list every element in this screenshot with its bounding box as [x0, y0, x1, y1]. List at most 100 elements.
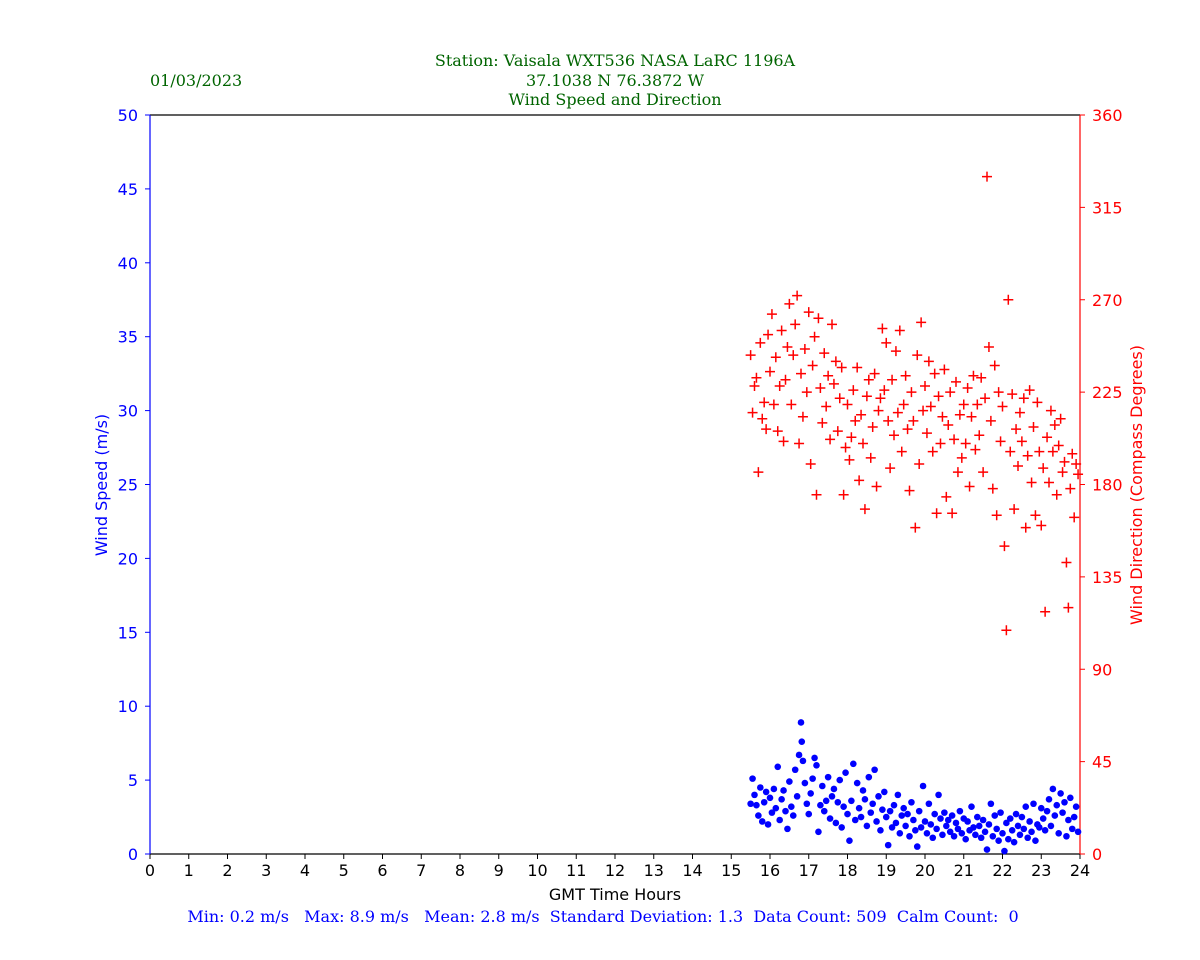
- direction-point: [956, 452, 967, 463]
- speed-point: [770, 785, 778, 793]
- speed-point: [894, 791, 902, 799]
- speed-point: [1053, 801, 1061, 809]
- speed-point: [950, 832, 958, 840]
- direction-point: [873, 405, 884, 416]
- y-left-tick-label: 15: [118, 623, 138, 642]
- direction-point: [1030, 510, 1041, 521]
- x-tick-label: 1: [184, 861, 194, 880]
- direction-point: [1059, 456, 1070, 467]
- direction-point: [1024, 385, 1035, 396]
- speed-point: [757, 784, 764, 791]
- direction-point: [823, 370, 834, 381]
- speed-point: [1041, 827, 1049, 834]
- speed-point: [844, 810, 851, 818]
- y-left-tick-label: 10: [118, 697, 138, 716]
- direction-point: [788, 350, 799, 361]
- speed-point: [1057, 790, 1064, 797]
- speed-point: [910, 816, 917, 824]
- speed-point: [929, 834, 937, 842]
- speed-point: [824, 773, 832, 781]
- speed-point: [884, 841, 892, 849]
- direction-point: [1016, 436, 1027, 447]
- direction-point: [832, 426, 843, 437]
- direction-point: [768, 399, 779, 410]
- speed-point: [871, 766, 878, 774]
- direction-point: [1049, 419, 1060, 430]
- direction-point: [836, 362, 847, 373]
- direction-point: [976, 372, 987, 383]
- speed-point: [842, 769, 849, 777]
- speed-point: [788, 803, 795, 811]
- speed-point: [795, 751, 803, 759]
- direction-point: [904, 485, 915, 496]
- direction-point: [916, 317, 927, 328]
- direction-point: [819, 348, 830, 359]
- direction-point: [935, 438, 946, 449]
- speed-point: [896, 830, 904, 837]
- speed-point: [799, 757, 807, 765]
- direction-point: [799, 344, 810, 355]
- direction-point: [801, 387, 812, 398]
- speed-point: [939, 831, 946, 839]
- direction-point: [943, 419, 954, 430]
- speed-point: [1006, 815, 1014, 822]
- speed-point: [1047, 822, 1055, 830]
- direction-point: [1034, 446, 1045, 457]
- speed-point: [1037, 804, 1045, 812]
- direction-point: [797, 411, 808, 422]
- y-axis-left-label: Wind Speed (m/s): [92, 414, 111, 556]
- direction-point: [900, 370, 911, 381]
- direction-point: [1007, 389, 1018, 400]
- y-right-tick-label: 180: [1092, 476, 1123, 495]
- speed-point: [807, 790, 814, 797]
- speed-point: [780, 787, 787, 794]
- direction-point: [842, 399, 853, 410]
- direction-point: [949, 434, 960, 445]
- direction-point: [983, 341, 994, 352]
- speed-point: [867, 809, 875, 816]
- direction-point: [1047, 446, 1058, 457]
- x-tick-label: 12: [605, 861, 625, 880]
- direction-point: [939, 364, 950, 375]
- direction-point: [784, 298, 795, 309]
- speed-point: [832, 819, 840, 827]
- speed-point: [784, 825, 791, 833]
- speed-point: [977, 834, 985, 842]
- direction-point: [815, 383, 826, 394]
- direction-point: [941, 491, 952, 502]
- direction-point: [999, 541, 1010, 552]
- speed-point: [877, 827, 884, 834]
- speed-point: [1074, 828, 1082, 836]
- speed-point: [900, 804, 907, 812]
- speed-point: [1067, 794, 1074, 802]
- direction-point: [1045, 405, 1056, 416]
- x-tick-label: 15: [721, 861, 741, 880]
- direction-point: [960, 438, 971, 449]
- direction-point: [925, 401, 936, 412]
- speed-point: [915, 807, 923, 815]
- speed-point: [989, 832, 997, 840]
- y-right-tick-label: 225: [1092, 383, 1123, 402]
- direction-point: [962, 383, 973, 394]
- direction-point: [838, 489, 849, 500]
- direction-point: [772, 426, 783, 437]
- speed-point: [838, 824, 845, 831]
- direction-point: [751, 372, 762, 383]
- direction-point: [931, 508, 942, 519]
- direction-point: [844, 454, 855, 465]
- speed-point: [1065, 816, 1072, 824]
- direction-point: [846, 432, 857, 443]
- speed-point: [857, 813, 865, 821]
- speed-point: [1049, 785, 1057, 793]
- speed-point: [1070, 813, 1078, 821]
- direction-point: [1026, 477, 1037, 488]
- speed-point: [975, 822, 983, 830]
- direction-point: [761, 424, 772, 435]
- x-axis-ticks: 0 1 2 3 4 5 6 7 8 9 10 11 12 13 14 15 16 17 18 19 20 21 22 23 24: [145, 854, 1090, 880]
- speed-point: [921, 818, 929, 825]
- direction-point: [747, 407, 758, 418]
- speed-point: [851, 816, 859, 824]
- speed-point: [886, 807, 894, 815]
- direction-point: [765, 366, 775, 377]
- speed-point: [997, 809, 1004, 816]
